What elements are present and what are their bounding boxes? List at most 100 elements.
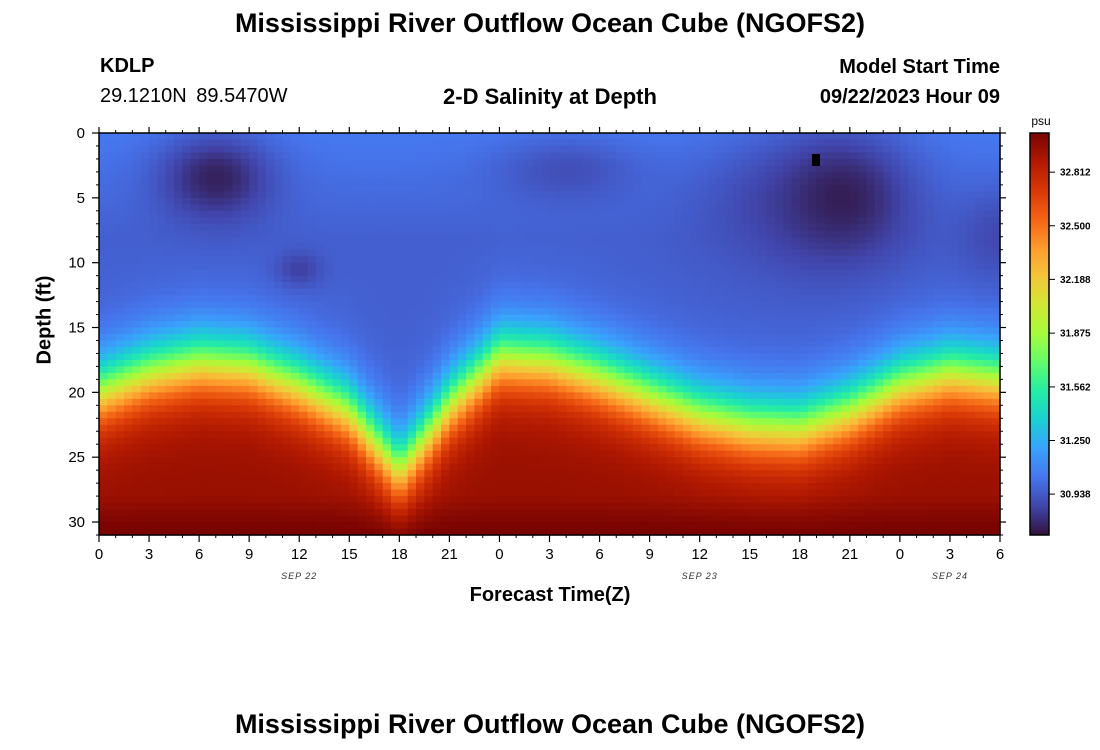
- heatmap-cell: [449, 405, 459, 413]
- heatmap-cell: [457, 158, 467, 167]
- heatmap-cell: [699, 295, 709, 303]
- heatmap-cell: [115, 243, 125, 251]
- heatmap-cell: [699, 372, 709, 380]
- heatmap-cell: [891, 295, 901, 303]
- heatmap-cell: [916, 379, 926, 387]
- heatmap-cell: [457, 236, 467, 244]
- heatmap-cell: [157, 158, 167, 167]
- heatmap-cell: [107, 171, 117, 179]
- heatmap-cell: [182, 314, 192, 322]
- heatmap-cell: [974, 145, 984, 154]
- heatmap-cell: [649, 411, 659, 419]
- heatmap-cell: [824, 308, 834, 316]
- heatmap-cell: [115, 366, 125, 374]
- heatmap-cell: [941, 411, 951, 419]
- heatmap-cell: [983, 152, 993, 160]
- heatmap-cell: [307, 243, 317, 251]
- heatmap-cell: [866, 158, 876, 167]
- heatmap-cell: [991, 133, 1001, 141]
- heatmap-cell: [524, 158, 534, 167]
- heatmap-cell: [824, 223, 834, 231]
- heatmap-cell: [749, 217, 759, 225]
- heatmap-cell: [149, 359, 158, 368]
- heatmap-cell: [140, 223, 150, 231]
- heatmap-cell: [174, 346, 184, 355]
- heatmap-cell: [249, 133, 259, 141]
- heatmap-cell: [682, 366, 692, 374]
- heatmap-cell: [741, 288, 751, 296]
- heatmap-cell: [624, 359, 634, 368]
- heatmap-cell: [491, 308, 501, 316]
- heatmap-cell: [666, 249, 676, 257]
- heatmap-cell: [324, 262, 334, 270]
- heatmap-cell: [290, 398, 300, 406]
- heatmap-cell: [240, 223, 250, 231]
- heatmap-cell: [99, 321, 108, 329]
- heatmap-cell: [783, 158, 793, 167]
- heatmap-cell: [265, 275, 275, 283]
- heatmap-cell: [758, 418, 767, 426]
- heatmap-cell: [641, 308, 651, 316]
- heatmap-cell: [299, 139, 309, 147]
- heatmap-cell: [799, 230, 809, 238]
- heatmap-cell: [474, 346, 484, 355]
- heatmap-cell: [516, 197, 526, 205]
- heatmap-cell: [115, 398, 125, 406]
- heatmap-cell: [974, 411, 984, 419]
- heatmap-cell: [632, 308, 642, 316]
- heatmap-cell: [357, 392, 367, 400]
- heatmap-cell: [390, 171, 400, 179]
- heatmap-cell: [607, 353, 617, 361]
- heatmap-cell: [899, 334, 909, 342]
- heatmap-cell: [866, 171, 876, 179]
- heatmap-cell: [182, 398, 192, 406]
- heatmap-cell: [574, 321, 584, 329]
- heatmap-cell: [983, 340, 993, 348]
- heatmap-cell: [449, 178, 459, 186]
- heatmap-cell: [808, 353, 818, 361]
- heatmap-cell: [340, 133, 350, 141]
- heatmap-cell: [541, 366, 551, 374]
- heatmap-cell: [199, 145, 209, 154]
- heatmap-cell: [866, 262, 876, 270]
- heatmap-cell: [199, 346, 209, 355]
- heatmap-cell: [949, 340, 959, 348]
- heatmap-cell: [499, 295, 509, 303]
- heatmap-cell: [808, 327, 818, 335]
- heatmap-cell: [432, 275, 442, 283]
- heatmap-cell: [299, 288, 309, 296]
- heatmap-cell: [432, 236, 442, 244]
- heatmap-cell: [682, 191, 692, 199]
- heatmap-cell: [641, 133, 651, 141]
- heatmap-cell: [265, 165, 275, 173]
- heatmap-cell: [733, 158, 742, 167]
- heatmap-cell: [649, 184, 659, 192]
- heatmap-cell: [432, 197, 442, 205]
- heatmap-cell: [374, 308, 384, 316]
- heatmap-cell: [357, 139, 367, 147]
- heatmap-cell: [566, 321, 576, 329]
- heatmap-cell: [666, 139, 676, 147]
- heatmap-cell: [99, 327, 108, 335]
- heatmap-cell: [299, 346, 309, 355]
- heatmap-cell: [783, 379, 793, 387]
- heatmap-cell: [924, 243, 934, 251]
- heatmap-cell: [232, 366, 242, 374]
- heatmap-cell: [824, 424, 834, 432]
- heatmap-cell: [240, 204, 250, 212]
- heatmap-cell: [140, 249, 150, 257]
- heatmap-cell: [549, 262, 559, 270]
- heatmap-cell: [641, 165, 651, 173]
- heatmap-cell: [466, 411, 476, 419]
- heatmap-cell: [858, 340, 868, 348]
- heatmap-cell: [591, 385, 601, 393]
- heatmap-cell: [165, 197, 175, 205]
- heatmap-cell: [299, 158, 309, 167]
- heatmap-cell: [232, 249, 242, 257]
- heatmap-cell: [883, 178, 893, 186]
- heatmap-cell: [374, 184, 384, 192]
- heatmap-cell: [724, 197, 734, 205]
- heatmap-cell: [941, 269, 951, 277]
- heatmap-cell: [416, 197, 425, 205]
- heatmap-cell: [449, 314, 459, 322]
